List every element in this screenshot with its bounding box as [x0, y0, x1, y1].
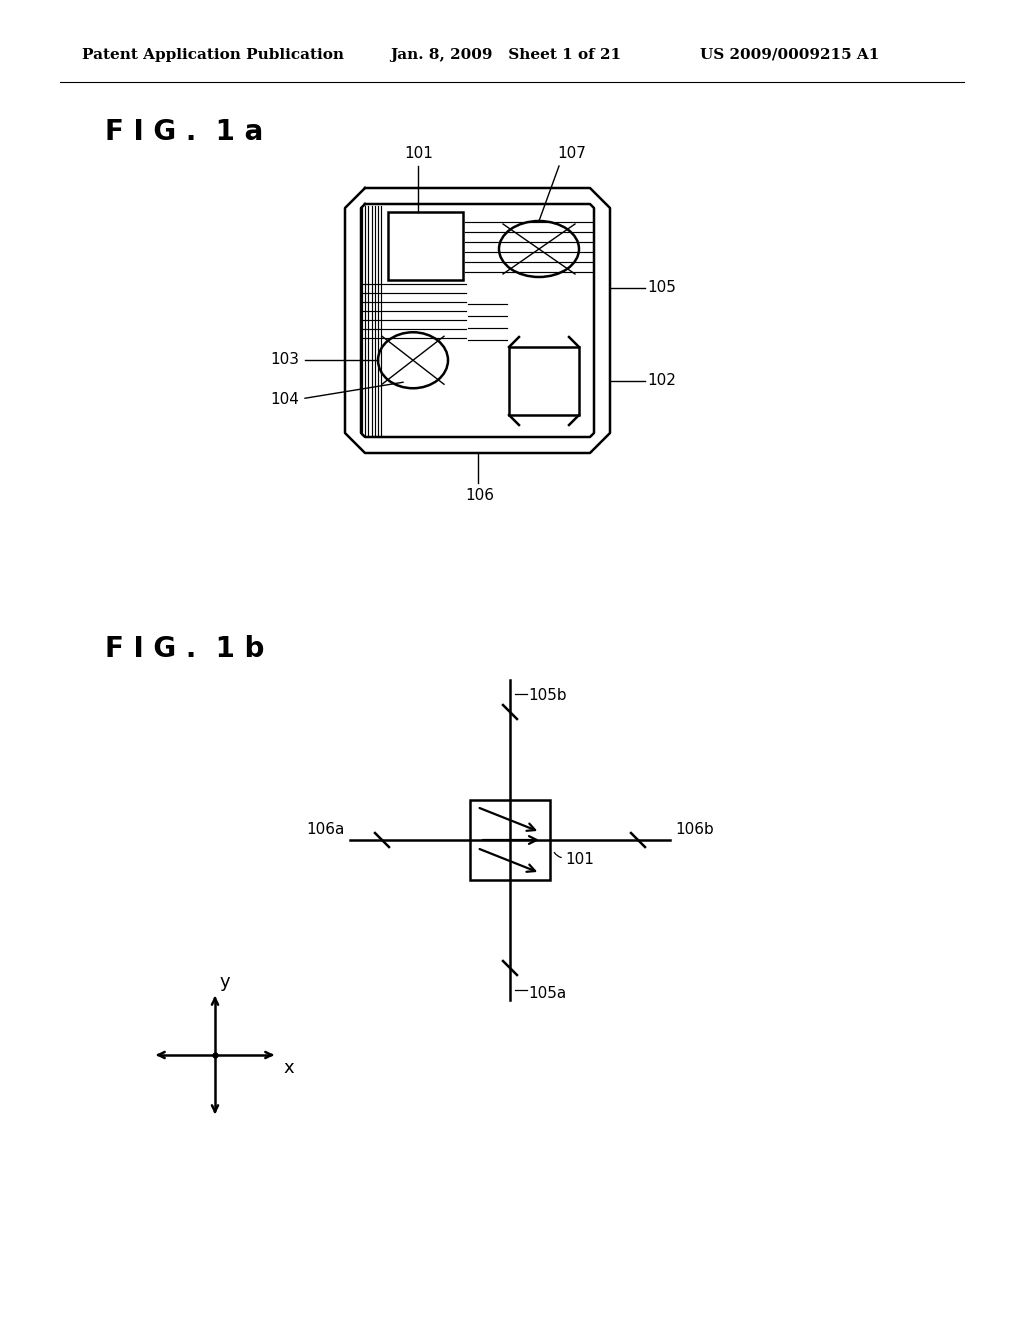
Text: 102: 102 — [647, 374, 676, 388]
Text: 106a: 106a — [306, 822, 345, 837]
Bar — [388, 213, 463, 280]
Text: 101: 101 — [565, 851, 594, 867]
Text: x: x — [283, 1059, 294, 1077]
Text: y: y — [220, 973, 230, 991]
Bar — [470, 800, 550, 880]
Text: 105: 105 — [647, 280, 676, 294]
Text: 105a: 105a — [528, 986, 566, 1001]
Text: 104: 104 — [270, 392, 299, 408]
Text: 107: 107 — [557, 147, 586, 161]
Text: F I G .  1 a: F I G . 1 a — [105, 117, 263, 147]
Text: US 2009/0009215 A1: US 2009/0009215 A1 — [700, 48, 880, 62]
Text: Patent Application Publication: Patent Application Publication — [82, 48, 344, 62]
Bar — [509, 347, 579, 414]
Text: 101: 101 — [404, 147, 433, 161]
Text: 106b: 106b — [675, 822, 714, 837]
Text: Jan. 8, 2009   Sheet 1 of 21: Jan. 8, 2009 Sheet 1 of 21 — [390, 48, 622, 62]
Text: F I G .  1 b: F I G . 1 b — [105, 635, 264, 663]
Text: 105b: 105b — [528, 688, 566, 704]
Text: 106: 106 — [466, 488, 495, 503]
Text: 103: 103 — [270, 352, 299, 367]
